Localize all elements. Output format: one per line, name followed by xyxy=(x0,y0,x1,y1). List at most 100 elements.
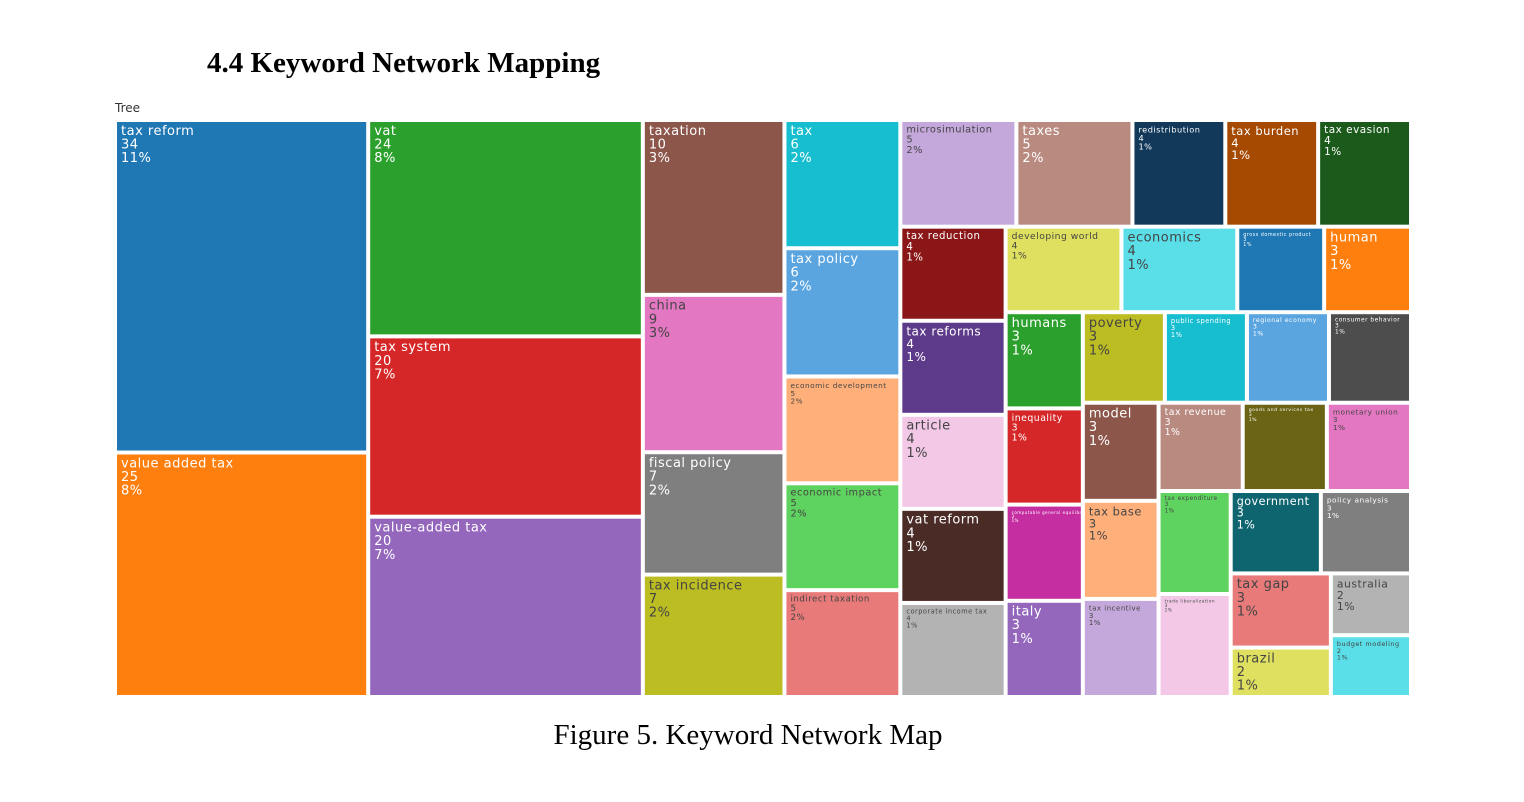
treemap-cell xyxy=(902,228,1004,319)
treemap-cell xyxy=(644,576,783,695)
treemap-cell xyxy=(1084,502,1157,597)
treemap-cell xyxy=(1232,575,1329,646)
cell-share: 1% xyxy=(1171,331,1183,339)
cell-value: 5 xyxy=(790,498,797,509)
cell-share: 3% xyxy=(649,326,671,341)
treemap-cell xyxy=(370,338,641,515)
cell-share: 1% xyxy=(1324,146,1342,158)
cell-name: public spending xyxy=(1171,317,1231,325)
cell-name: economic development xyxy=(790,381,886,390)
treemap-cell xyxy=(1084,314,1163,401)
cell-name: tax reform xyxy=(121,124,194,139)
cell-share: 7% xyxy=(374,548,396,563)
cell-value: 34 xyxy=(121,137,139,152)
cell-name: australia xyxy=(1337,577,1389,590)
cell-value: 25 xyxy=(121,470,139,485)
cell-share: 1% xyxy=(1089,618,1101,627)
cell-name: humans xyxy=(1012,316,1067,331)
treemap-cell xyxy=(1332,575,1409,634)
cell-value: 7 xyxy=(649,470,658,485)
treemap-cell xyxy=(786,485,899,589)
treemap-cell xyxy=(1160,596,1229,695)
cell-value: 4 xyxy=(1012,241,1018,252)
cell-value: 3 xyxy=(1249,412,1252,418)
treemap-cell xyxy=(1244,404,1325,490)
cell-name: corporate income tax xyxy=(906,608,987,616)
cell-share: 11% xyxy=(121,151,151,166)
cell-name: vat xyxy=(374,124,396,139)
cell-value: 20 xyxy=(374,534,392,549)
cell-value: 2 xyxy=(1337,647,1342,655)
treemap-cell xyxy=(1332,637,1409,695)
cell-name: indirect taxation xyxy=(790,595,869,605)
treemap-cell xyxy=(902,322,1004,413)
cell-share: 1% xyxy=(1237,605,1259,620)
section-heading: 4.4 Keyword Network Mapping xyxy=(207,47,601,79)
cell-name: economics xyxy=(1127,230,1201,245)
treemap-cell xyxy=(1227,122,1317,225)
cell-name: tax revenue xyxy=(1165,407,1227,418)
cell-share: 1% xyxy=(906,622,918,630)
cell-value: 3 xyxy=(1089,611,1094,620)
treemap-cell xyxy=(902,604,1004,695)
treemap-cell xyxy=(1232,649,1329,695)
cell-name: china xyxy=(649,299,687,314)
cell-share: 1% xyxy=(1253,330,1264,337)
cell-name: computable general equilibrium analysis xyxy=(1012,510,1113,515)
treemap-cell xyxy=(1239,228,1323,311)
cell-value: 5 xyxy=(790,604,796,614)
cell-name: consumer behavior xyxy=(1335,317,1400,323)
treemap-cell xyxy=(1160,493,1229,593)
cell-name: inequality xyxy=(1012,413,1063,424)
cell-name: tax base xyxy=(1089,505,1142,519)
cell-name: brazil xyxy=(1237,651,1276,666)
cell-value: 4 xyxy=(906,242,913,253)
treemap-cell xyxy=(1232,493,1319,572)
cell-value: 3 xyxy=(1335,324,1339,330)
cell-name: government xyxy=(1237,495,1310,508)
cell-share: 2% xyxy=(790,279,812,294)
treemap-cell xyxy=(117,122,367,451)
treemap-cell xyxy=(1322,493,1409,572)
cell-value: 3 xyxy=(1012,423,1018,434)
cell-name: taxes xyxy=(1022,124,1060,139)
cell-name: value-added tax xyxy=(374,520,487,535)
treemap-cell xyxy=(1166,314,1245,401)
cell-value: 3 xyxy=(1089,330,1098,345)
treemap-cell xyxy=(1326,228,1409,311)
cell-name: article xyxy=(906,419,950,434)
treemap-cell xyxy=(786,122,899,247)
cell-share: 2% xyxy=(790,508,807,519)
cell-share: 1% xyxy=(1012,432,1028,443)
cell-share: 3% xyxy=(649,151,671,166)
cell-name: budget modeling xyxy=(1337,640,1400,648)
cell-value: 3 xyxy=(1327,503,1332,512)
cell-name: redistribution xyxy=(1138,124,1200,134)
cell-share: 1% xyxy=(1089,343,1111,358)
treemap-cell xyxy=(1160,404,1241,490)
cell-value: 6 xyxy=(790,137,799,152)
cell-value: 3 xyxy=(1012,330,1021,345)
cell-share: 1% xyxy=(1012,632,1034,647)
cell-share: 7% xyxy=(374,367,396,382)
cell-share: 1% xyxy=(1089,434,1111,449)
treemap-cell xyxy=(786,378,899,482)
cell-share: 1% xyxy=(1231,148,1250,162)
treemap-cell xyxy=(1084,600,1157,695)
